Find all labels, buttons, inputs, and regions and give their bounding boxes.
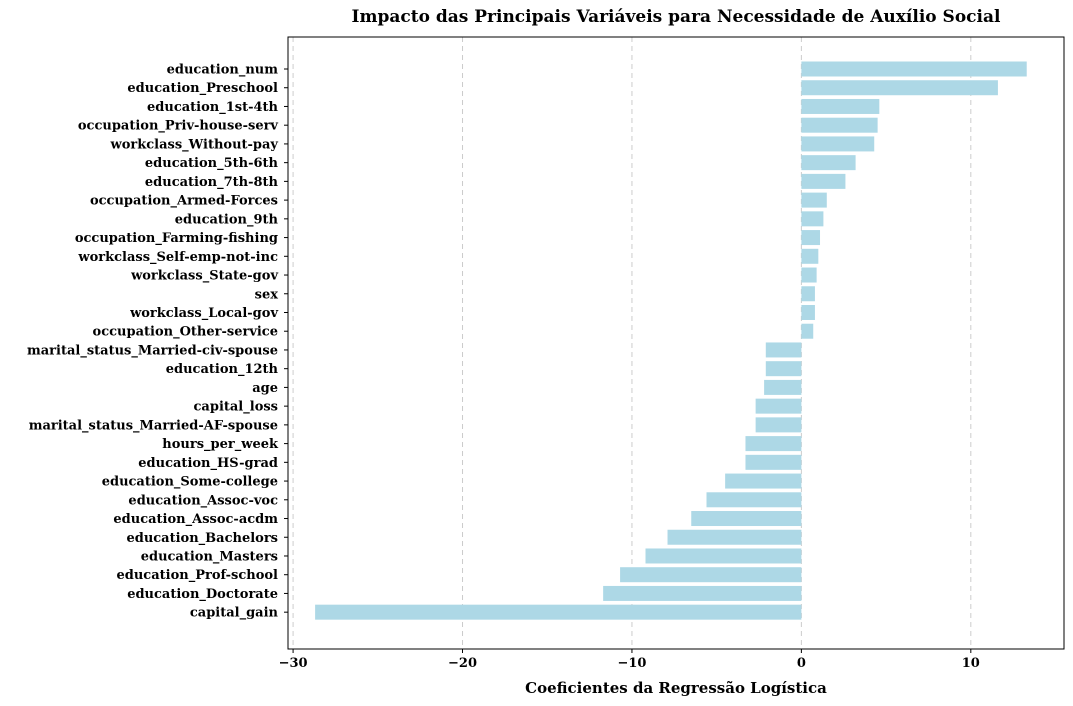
bar-education_Masters [645, 548, 802, 564]
x-tick-label: 10 [962, 656, 980, 671]
bar-workclass_Self-emp-not-inc [801, 248, 819, 264]
y-tick-label: hours_per_week [162, 437, 279, 452]
x-tick-label: −30 [279, 656, 308, 671]
bar-workclass_Without-pay [801, 136, 875, 152]
bar-occupation_Farming-fishing [801, 230, 821, 246]
bar-marital_status_Married-civ-spouse [765, 342, 802, 358]
y-tick-label: education_Bachelors [126, 531, 278, 546]
bar-education_Prof-school [620, 567, 802, 583]
y-tick-label: occupation_Farming-fishing [75, 231, 278, 246]
bar-education_Assoc-voc [706, 492, 802, 508]
y-tick-label: education_Assoc-acdm [113, 512, 278, 527]
bar-education_Some-college [725, 473, 802, 489]
bar-capital_gain [315, 604, 802, 620]
bar-marital_status_Married-AF-spouse [755, 417, 802, 433]
bar-education_Preschool [801, 80, 998, 96]
bar-education_12th [765, 361, 802, 377]
x-tick-label: 0 [797, 656, 806, 671]
bar-workclass_Local-gov [801, 304, 815, 320]
y-tick-label: occupation_Armed-Forces [90, 194, 278, 209]
y-tick-label: occupation_Other-service [93, 325, 278, 340]
bar-education_7th-8th [801, 173, 846, 189]
y-tick-label: workclass_Without-pay [110, 137, 279, 152]
y-tick-label: education_9th [175, 212, 279, 227]
y-tick-label: capital_loss [194, 400, 278, 415]
y-tick-label: education_1st-4th [147, 100, 279, 115]
y-tick-label: capital_gain [190, 606, 279, 621]
bar-education_num [801, 61, 1027, 77]
x-axis-title: Coeficientes da Regressão Logística [525, 679, 827, 697]
bar-occupation_Priv-house-serv [801, 117, 878, 133]
y-tick-label: workclass_Local-gov [129, 306, 278, 321]
plot-frame [287, 36, 1065, 650]
x-tick-label: −10 [617, 656, 646, 671]
bar-education_Assoc-acdm [691, 511, 802, 527]
y-tick-label: workclass_State-gov [130, 269, 278, 284]
bar-capital_loss [755, 398, 802, 414]
y-tick-label: education_Prof-school [116, 568, 278, 583]
y-tick-label: education_Doctorate [127, 587, 278, 602]
bar-occupation_Armed-Forces [801, 192, 827, 208]
bar-education_HS-grad [745, 454, 802, 470]
y-tick-label: education_Some-college [102, 475, 278, 490]
y-tick-label: education_5th-6th [145, 156, 279, 171]
bar-occupation_Other-service [801, 323, 814, 339]
y-tick-label: education_Preschool [127, 81, 278, 96]
bar-sex [801, 286, 815, 302]
bar-hours_per_week [745, 436, 802, 452]
chart-title: Impacto das Principais Variáveis para Ne… [351, 7, 1001, 27]
y-tick-label: marital_status_Married-AF-spouse [29, 418, 278, 433]
y-tick-label: education_num [167, 63, 279, 78]
bar-education_Doctorate [603, 585, 802, 601]
bar-education_5th-6th [801, 155, 856, 171]
y-tick-label: education_7th-8th [145, 175, 279, 190]
y-tick-label: education_Masters [141, 549, 278, 564]
y-tick-label: education_Assoc-voc [128, 493, 278, 508]
y-tick-label: education_12th [166, 362, 279, 377]
y-tick-label: occupation_Priv-house-serv [78, 119, 279, 134]
bar-workclass_State-gov [801, 267, 817, 283]
bar-education_Bachelors [667, 529, 802, 545]
bar-education_1st-4th [801, 98, 880, 114]
bar-education_9th [801, 211, 824, 227]
y-tick-label: sex [255, 287, 279, 302]
y-tick-label: marital_status_Married-civ-spouse [27, 343, 278, 358]
x-tick-label: −20 [448, 656, 477, 671]
y-tick-label: workclass_Self-emp-not-inc [77, 250, 278, 265]
bar-age [764, 379, 802, 395]
y-tick-label: age [252, 381, 278, 396]
y-tick-label: education_HS-grad [138, 456, 278, 471]
